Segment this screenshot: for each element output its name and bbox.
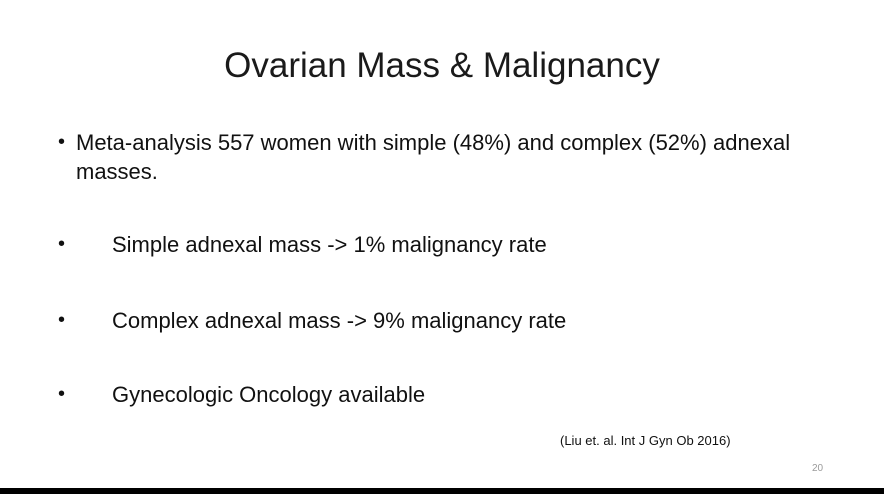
bullet-marker: • [58,309,66,331]
bullet-text: Simple adnexal mass -> 1% malignancy rat… [112,232,547,257]
slide-title: Ovarian Mass & Malignancy [224,46,660,85]
screen-bottom-edge [0,488,884,494]
citation: (Liu et. al. Int J Gyn Ob 2016) [560,433,731,448]
page-number: 20 [812,463,824,474]
bullet-text: Meta-analysis 557 women with simple (48%… [76,130,791,184]
bullet-marker: • [58,233,66,255]
bullet-text: Gynecologic Oncology available [112,382,426,407]
bullet-text: Complex adnexal mass -> 9% malignancy ra… [112,308,567,333]
bullet-marker: • [58,383,66,405]
bullet-marker: • [58,131,66,153]
